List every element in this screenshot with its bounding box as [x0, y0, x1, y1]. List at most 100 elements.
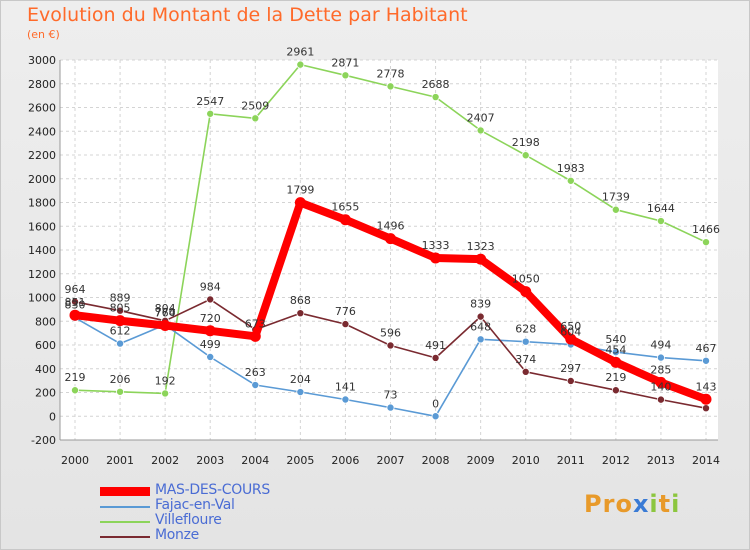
logo-letter: P [584, 490, 603, 518]
data-point-fajac-en-val [431, 412, 440, 421]
x-tick-label: 2008 [422, 454, 450, 467]
x-tick-label: 2007 [377, 454, 405, 467]
data-label-fajac-en-val: 467 [696, 342, 717, 355]
data-label-mas-des-cours: 143 [696, 380, 717, 393]
data-label-monze: 596 [380, 326, 401, 339]
data-point-mas-des-cours [69, 309, 81, 321]
data-label-fajac-en-val: 263 [245, 366, 266, 379]
data-point-mas-des-cours [610, 356, 622, 368]
data-label-mas-des-cours: 673 [245, 317, 266, 330]
data-point-villefloure [431, 93, 440, 102]
x-tick-label: 2003 [196, 454, 224, 467]
legend-swatch [100, 506, 150, 508]
data-label-villefloure: 2778 [377, 67, 405, 80]
x-tick-label: 2013 [647, 454, 675, 467]
logo-letter: o [615, 490, 633, 518]
data-point-mas-des-cours [204, 325, 216, 337]
y-tick-label: 1200 [28, 268, 56, 281]
data-label-fajac-en-val: 494 [650, 339, 671, 352]
data-point-mas-des-cours [520, 286, 532, 298]
data-point-villefloure [206, 109, 215, 118]
data-label-monze: 219 [605, 371, 626, 384]
data-label-monze: 984 [200, 280, 221, 293]
data-point-monze [656, 395, 665, 404]
data-point-mas-des-cours [294, 197, 306, 209]
data-point-monze [206, 295, 215, 304]
data-point-mas-des-cours [114, 315, 126, 327]
line-chart: -200020040060080010001200140016001800200… [28, 46, 720, 467]
data-point-monze [611, 386, 620, 395]
data-point-monze [702, 404, 711, 413]
data-point-monze [386, 341, 395, 350]
data-label-monze: 804 [155, 302, 176, 315]
data-point-mas-des-cours [700, 393, 712, 405]
x-tick-label: 2006 [331, 454, 359, 467]
data-point-villefloure [386, 82, 395, 91]
legend-swatch [100, 536, 150, 538]
data-point-fajac-en-val [656, 353, 665, 362]
y-tick-label: 2600 [28, 102, 56, 115]
data-label-fajac-en-val: 830 [65, 299, 86, 312]
data-label-monze: 868 [290, 294, 311, 307]
data-point-fajac-en-val [476, 335, 485, 344]
data-label-fajac-en-val: 604 [560, 326, 581, 339]
data-label-fajac-en-val: 0 [432, 397, 439, 410]
x-tick-label: 2014 [692, 454, 720, 467]
data-label-mas-des-cours: 1496 [377, 220, 405, 233]
legend-label: Monze [155, 527, 199, 543]
data-label-villefloure: 2961 [286, 46, 314, 59]
x-tick-label: 2004 [241, 454, 269, 467]
data-point-villefloure [656, 217, 665, 226]
data-label-villefloure: 1739 [602, 191, 630, 204]
data-label-fajac-en-val: 648 [470, 320, 491, 333]
data-label-villefloure: 206 [110, 373, 131, 386]
data-label-villefloure: 1466 [692, 223, 720, 236]
data-point-villefloure [296, 60, 305, 69]
data-point-fajac-en-val [702, 356, 711, 365]
data-point-mas-des-cours [339, 214, 351, 226]
data-label-villefloure: 219 [65, 371, 86, 384]
y-tick-label: 0 [49, 410, 56, 423]
data-label-mas-des-cours: 720 [200, 312, 221, 325]
data-label-fajac-en-val: 204 [290, 373, 311, 386]
data-label-fajac-en-val: 141 [335, 381, 356, 394]
data-point-villefloure [702, 238, 711, 247]
y-tick-label: 1800 [28, 197, 56, 210]
data-label-monze: 297 [560, 362, 581, 375]
x-tick-label: 2005 [286, 454, 314, 467]
data-point-villefloure [476, 126, 485, 135]
y-tick-label: 2400 [28, 125, 56, 138]
data-label-villefloure: 2509 [241, 99, 269, 112]
legend-label: MAS-DES-COURS [155, 482, 270, 498]
data-point-fajac-en-val [341, 395, 350, 404]
data-label-fajac-en-val: 612 [110, 325, 131, 338]
y-tick-label: 1600 [28, 220, 56, 233]
x-tick-label: 2012 [602, 454, 630, 467]
x-tick-label: 2010 [512, 454, 540, 467]
legend-swatch [100, 521, 150, 523]
data-label-mas-des-cours: 454 [605, 343, 626, 356]
y-tick-label: 600 [35, 339, 56, 352]
data-point-monze [341, 320, 350, 329]
data-label-villefloure: 2407 [467, 111, 495, 124]
logo-letter: x [632, 490, 650, 518]
data-point-monze [296, 309, 305, 318]
x-tick-label: 2009 [467, 454, 495, 467]
data-point-fajac-en-val [206, 352, 215, 361]
data-label-mas-des-cours: 1799 [286, 184, 314, 197]
series-layer [69, 60, 712, 421]
y-tick-label: 1400 [28, 244, 56, 257]
data-label-fajac-en-val: 540 [605, 333, 626, 346]
data-point-fajac-en-val [521, 337, 530, 346]
data-label-monze: 374 [515, 353, 536, 366]
data-point-mas-des-cours [249, 330, 261, 342]
data-point-monze [116, 306, 125, 315]
data-label-monze: 776 [335, 305, 356, 318]
data-label-mas-des-cours: 1050 [512, 273, 540, 286]
data-point-monze [476, 312, 485, 321]
y-tick-label: 2800 [28, 78, 56, 91]
chart-subtitle: (en €) [27, 28, 60, 41]
data-point-fajac-en-val [116, 339, 125, 348]
data-label-fajac-en-val: 499 [200, 338, 221, 351]
x-tick-label: 2001 [106, 454, 134, 467]
